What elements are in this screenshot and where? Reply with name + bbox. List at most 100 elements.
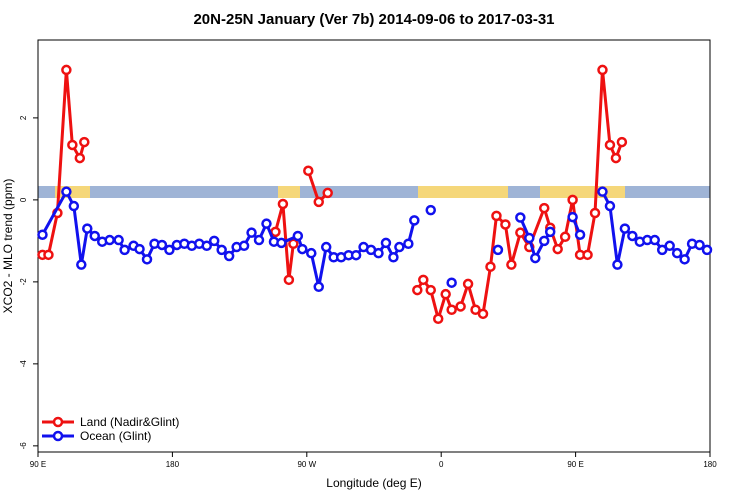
point: [373, 247, 384, 259]
point: [597, 186, 608, 197]
point: [574, 229, 586, 240]
point: [694, 239, 705, 251]
land-strip: [278, 186, 300, 198]
point: [515, 227, 526, 238]
point: [567, 194, 578, 206]
point: [412, 284, 423, 296]
x-axis-label: Longitude (deg E): [326, 476, 421, 490]
point: [515, 212, 526, 223]
point: [679, 254, 690, 265]
point: [350, 249, 362, 261]
x-tick-label: 180: [703, 460, 717, 469]
point: [306, 247, 317, 259]
point: [320, 241, 332, 253]
legend-label: Ocean (Glint): [80, 429, 151, 443]
point: [538, 235, 550, 247]
point: [253, 234, 265, 246]
point: [649, 234, 660, 246]
point: [104, 234, 115, 246]
point: [43, 249, 54, 261]
point: [425, 284, 436, 296]
point: [619, 223, 631, 234]
x-tick-label: 90 E: [30, 460, 46, 469]
point: [491, 210, 502, 222]
point: [288, 238, 299, 249]
legend-marker: [52, 416, 64, 428]
point: [616, 136, 628, 148]
point: [67, 139, 78, 151]
point: [432, 313, 444, 325]
y-tick-label: -2: [19, 278, 28, 286]
legend-label: Land (Nadir&Glint): [80, 415, 179, 429]
y-tick-label: 2: [19, 115, 28, 120]
chart-title: 20N-25N January (Ver 7b) 2014-09-06 to 2…: [193, 11, 554, 28]
point: [455, 301, 466, 312]
point: [582, 249, 593, 261]
point: [246, 227, 257, 238]
point: [61, 186, 72, 197]
point: [589, 207, 601, 219]
point: [37, 229, 48, 240]
point: [89, 230, 100, 242]
point: [492, 244, 504, 256]
point: [552, 243, 563, 255]
point: [313, 281, 324, 293]
y-tick-label: 0: [19, 197, 28, 202]
point: [524, 232, 535, 244]
point: [283, 274, 295, 286]
point: [462, 278, 474, 290]
point: [394, 241, 405, 253]
point: [261, 218, 272, 229]
point: [208, 235, 220, 247]
point: [223, 250, 235, 262]
point: [68, 200, 80, 212]
x-tick-label: 180: [166, 460, 180, 469]
point: [446, 304, 457, 315]
point: [216, 244, 227, 256]
point: [604, 200, 616, 212]
point: [403, 238, 414, 249]
land-strip: [418, 186, 508, 198]
point: [671, 247, 683, 259]
point: [380, 237, 392, 249]
point: [425, 204, 436, 216]
point: [544, 226, 556, 238]
point: [701, 244, 713, 256]
point: [612, 259, 623, 270]
point: [418, 274, 429, 286]
point: [76, 259, 87, 270]
point: [201, 240, 212, 252]
point: [485, 261, 496, 272]
point: [610, 152, 622, 164]
x-tick-label: 90 E: [567, 460, 583, 469]
point: [627, 230, 638, 242]
y-tick-label: -6: [19, 442, 28, 450]
point: [113, 234, 124, 246]
map-strip: [38, 186, 710, 198]
point: [567, 211, 578, 223]
point: [134, 243, 145, 255]
point: [409, 215, 420, 226]
point: [74, 152, 86, 164]
point: [559, 231, 571, 243]
point: [500, 219, 511, 230]
y-axis-label: XCO2 - MLO trend (ppm): [1, 179, 15, 314]
point: [119, 244, 130, 256]
point: [292, 230, 304, 242]
point: [470, 304, 481, 315]
point: [238, 240, 250, 252]
point: [297, 243, 308, 255]
point: [477, 308, 489, 320]
point: [156, 239, 168, 251]
point: [313, 196, 324, 208]
point: [664, 240, 675, 252]
point: [506, 259, 517, 270]
point: [388, 252, 399, 263]
point: [604, 139, 616, 151]
point: [82, 223, 93, 234]
point: [322, 187, 333, 199]
point: [656, 244, 668, 256]
point: [276, 237, 287, 249]
point: [597, 64, 608, 76]
